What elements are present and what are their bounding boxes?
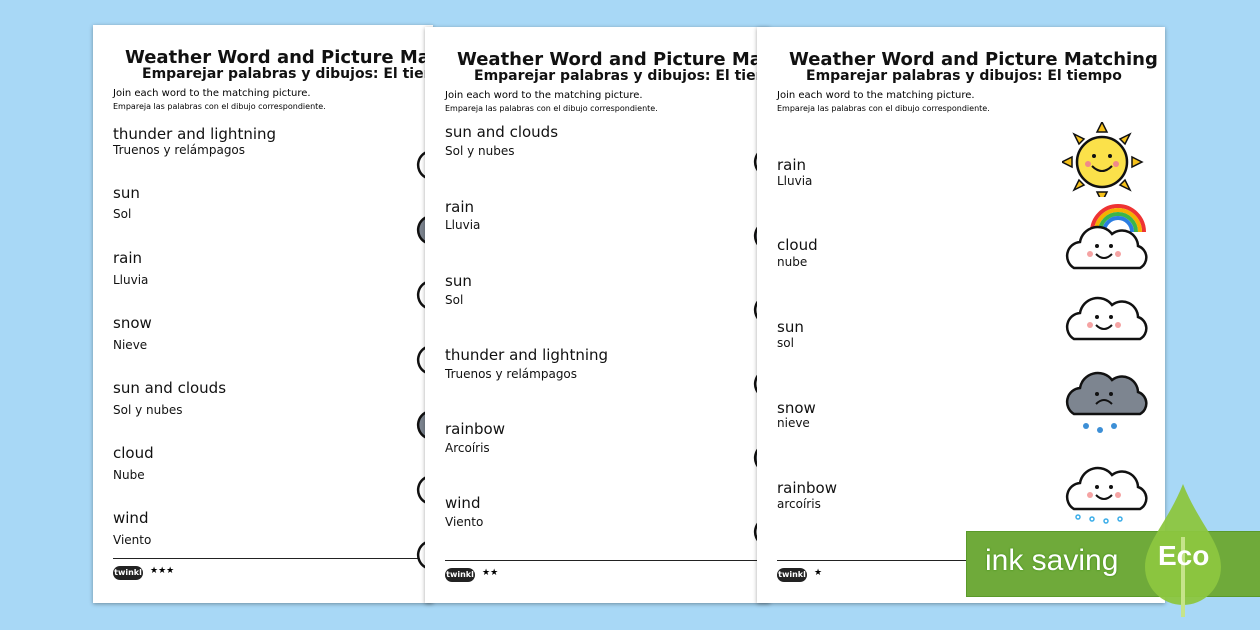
footer-divider xyxy=(113,558,423,559)
translation-0: Lluvia xyxy=(777,174,813,188)
word-0: rain xyxy=(777,156,807,174)
eco-label: Eco xyxy=(1158,540,1210,571)
word-4: rainbow xyxy=(777,479,837,497)
word-6: wind xyxy=(113,509,149,527)
worksheet-title: Weather Word and Picture Matching xyxy=(457,49,770,70)
rainbow-cloud-icon xyxy=(1065,204,1148,270)
translation-4: Sol y nubes xyxy=(113,403,183,417)
translation-3: Nieve xyxy=(113,338,148,352)
word-1: rain xyxy=(445,198,475,216)
translation-1: nube xyxy=(777,255,808,269)
instruction-es: Empareja las palabras con el dibujo corr… xyxy=(777,104,990,113)
word-2: sun xyxy=(777,318,804,336)
word-0: sun and clouds xyxy=(445,123,559,141)
worksheet-preview-3[interactable]: Weather Word and Picture Matching Empare… xyxy=(757,27,1165,603)
word-4: sun and clouds xyxy=(113,379,227,397)
translation-3: Truenos y relámpagos xyxy=(445,367,578,381)
word-0: thunder and lightning xyxy=(113,125,277,143)
word-3: snow xyxy=(113,314,152,332)
translation-2: Sol xyxy=(445,293,464,307)
twinkl-logo: twinkl xyxy=(113,566,143,580)
difficulty-stars: ★★ xyxy=(482,568,499,578)
rain-cloud-icon xyxy=(1065,371,1148,433)
difficulty-stars: ★★★ xyxy=(150,566,175,576)
instruction: Join each word to the matching picture. xyxy=(777,90,975,101)
worksheet-subtitle: Emparejar palabras y dibujos: El tiempo xyxy=(474,68,770,84)
translation-0: Sol y nubes xyxy=(445,144,515,158)
translation-2: Lluvia xyxy=(113,273,149,287)
sun-icon xyxy=(1062,122,1144,197)
translation-6: Viento xyxy=(113,533,152,547)
word-1: sun xyxy=(113,184,140,202)
footer-divider xyxy=(445,560,760,561)
instruction: Join each word to the matching picture. xyxy=(113,88,311,99)
worksheet-subtitle: Emparejar palabras y dibujos: El tiempo xyxy=(142,66,433,82)
instruction-es: Empareja las palabras con el dibujo corr… xyxy=(113,102,326,111)
translation-2: sol xyxy=(777,336,794,350)
cloud-icon xyxy=(1065,296,1148,341)
word-5: cloud xyxy=(113,444,154,462)
twinkl-logo: twinkl xyxy=(777,568,807,582)
snow-cloud-icon xyxy=(1065,466,1148,524)
translation-1: Lluvia xyxy=(445,218,481,232)
word-5: wind xyxy=(445,494,481,512)
word-2: sun xyxy=(445,272,472,290)
worksheet-preview-1[interactable]: Weather Word and Picture Matching Empare… xyxy=(93,25,433,603)
translation-5: Nube xyxy=(113,468,145,482)
translation-5: Viento xyxy=(445,515,484,529)
worksheet-preview-2[interactable]: Weather Word and Picture Matching Empare… xyxy=(425,27,770,603)
worksheet-title: Weather Word and Picture Matching xyxy=(789,49,1158,70)
worksheet-title: Weather Word and Picture Matching xyxy=(125,47,433,68)
translation-4: arcoíris xyxy=(777,497,821,511)
translation-4: Arcoíris xyxy=(445,441,490,455)
word-2: rain xyxy=(113,249,143,267)
translation-1: Sol xyxy=(113,207,132,221)
leaf-icon xyxy=(1145,484,1221,617)
ink-saving-label: ink saving xyxy=(985,544,1119,577)
instruction-es: Empareja las palabras con el dibujo corr… xyxy=(445,104,658,113)
worksheet-subtitle: Emparejar palabras y dibujos: El tiempo xyxy=(806,68,1122,84)
word-3: thunder and lightning xyxy=(445,346,609,364)
difficulty-stars: ★ xyxy=(814,568,823,578)
instruction: Join each word to the matching picture. xyxy=(445,90,643,101)
word-4: rainbow xyxy=(445,420,505,438)
word-3: snow xyxy=(777,399,816,417)
word-1: cloud xyxy=(777,236,818,254)
twinkl-logo: twinkl xyxy=(445,568,475,582)
translation-0: Truenos y relámpagos xyxy=(113,143,246,157)
translation-3: nieve xyxy=(777,416,810,430)
